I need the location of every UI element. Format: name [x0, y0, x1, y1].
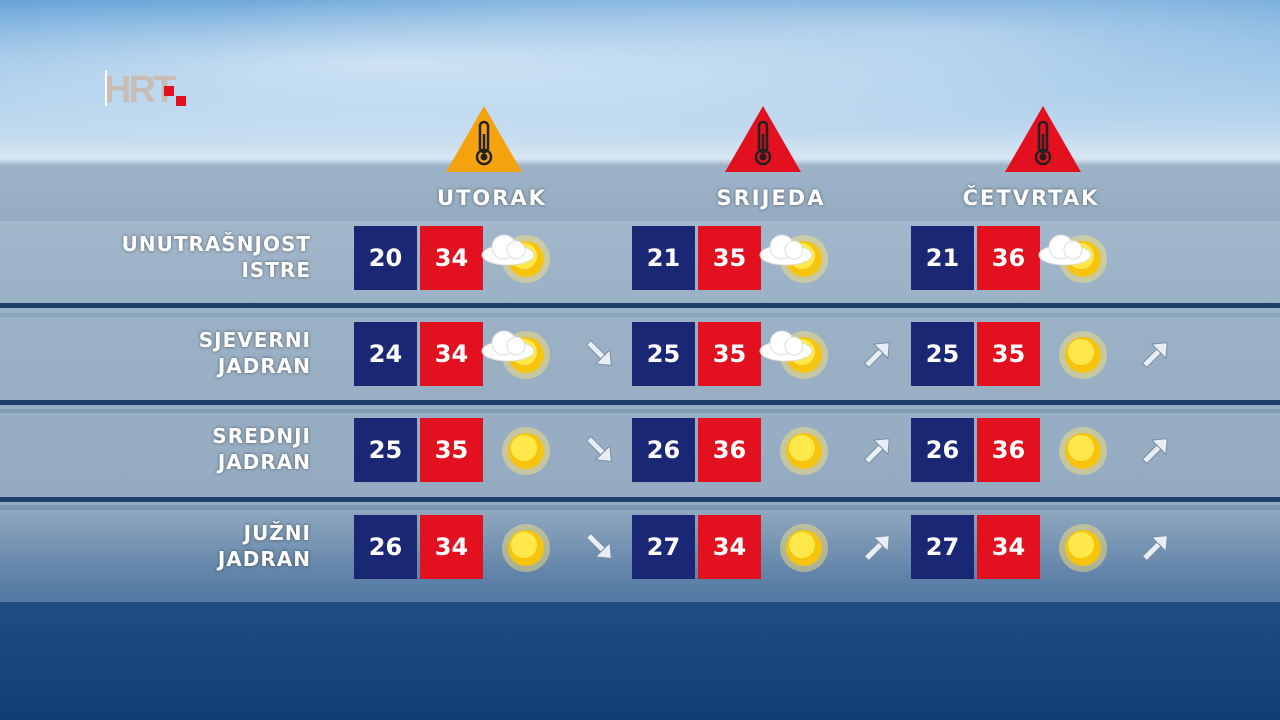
row-divider: [0, 303, 1280, 308]
max-temp: 34: [420, 226, 483, 290]
min-temp: 26: [632, 418, 695, 482]
min-temp: 25: [632, 322, 695, 386]
trend-arrow-down-right-icon: [585, 339, 612, 366]
max-temp: 35: [420, 418, 483, 482]
min-temp: 25: [911, 322, 974, 386]
max-temp: 35: [698, 322, 761, 386]
region-label: UNUTRAŠNJOST ISTRE: [11, 231, 311, 283]
trend-arrow-up-right-icon: [1141, 438, 1168, 465]
day-header: SRIJEDA: [716, 186, 826, 210]
trend-arrow-down-right-icon: [585, 532, 612, 559]
sun-icon: [780, 427, 828, 475]
region-name-line1: JUŽNI: [243, 521, 311, 545]
partly-cloudy-icon: [759, 330, 828, 379]
hrt-logo: HRT: [104, 69, 186, 110]
min-temp: 24: [354, 322, 417, 386]
min-temp: 27: [911, 515, 974, 579]
row-divider: [0, 497, 1280, 502]
region-name-line2: JADRAN: [217, 354, 311, 378]
region-name-line1: UNUTRAŠNJOST: [121, 232, 311, 256]
sun-icon: [780, 524, 828, 572]
min-temp: 27: [632, 515, 695, 579]
min-temp: 20: [354, 226, 417, 290]
day-header: UTORAK: [437, 186, 547, 210]
sky-background: [0, 0, 1280, 160]
day-header: ČETVRTAK: [962, 186, 1100, 210]
max-temp: 35: [698, 226, 761, 290]
sun-icon: [1059, 524, 1107, 572]
trend-arrow-up-right-icon: [863, 342, 890, 369]
max-temp: 36: [977, 226, 1040, 290]
max-temp: 35: [977, 322, 1040, 386]
max-temp: 36: [698, 418, 761, 482]
max-temp: 34: [698, 515, 761, 579]
min-temp: 26: [911, 418, 974, 482]
region-label: SREDNJI JADRAN: [11, 423, 311, 475]
min-temp: 25: [354, 418, 417, 482]
region-label: JUŽNI JADRAN: [11, 520, 311, 572]
trend-arrow-up-right-icon: [863, 535, 890, 562]
region-label: SJEVERNI JADRAN: [11, 327, 311, 379]
trend-arrow-down-right-icon: [585, 435, 612, 462]
region-name-line2: ISTRE: [241, 258, 311, 282]
region-name-line1: SJEVERNI: [198, 328, 311, 352]
sun-icon: [502, 524, 550, 572]
max-temp: 34: [420, 322, 483, 386]
min-temp: 21: [911, 226, 974, 290]
min-temp: 26: [354, 515, 417, 579]
max-temp: 36: [977, 418, 1040, 482]
sun-icon: [1059, 331, 1107, 379]
sun-icon: [1059, 427, 1107, 475]
row-divider: [0, 400, 1280, 405]
heat-warning-icon: [1005, 106, 1081, 172]
max-temp: 34: [977, 515, 1040, 579]
partly-cloudy-icon: [481, 234, 550, 283]
partly-cloudy-icon: [759, 234, 828, 283]
trend-arrow-up-right-icon: [863, 438, 890, 465]
region-name-line2: JADRAN: [217, 547, 311, 571]
partly-cloudy-icon: [1038, 234, 1107, 283]
trend-arrow-up-right-icon: [1141, 342, 1168, 369]
heat-warning-icon: [446, 106, 522, 172]
region-name-line1: SREDNJI: [212, 424, 311, 448]
max-temp: 34: [420, 515, 483, 579]
sun-icon: [502, 427, 550, 475]
region-name-line2: JADRAN: [217, 450, 311, 474]
min-temp: 21: [632, 226, 695, 290]
heat-warning-icon: [725, 106, 801, 172]
trend-arrow-up-right-icon: [1141, 535, 1168, 562]
partly-cloudy-icon: [481, 330, 550, 379]
